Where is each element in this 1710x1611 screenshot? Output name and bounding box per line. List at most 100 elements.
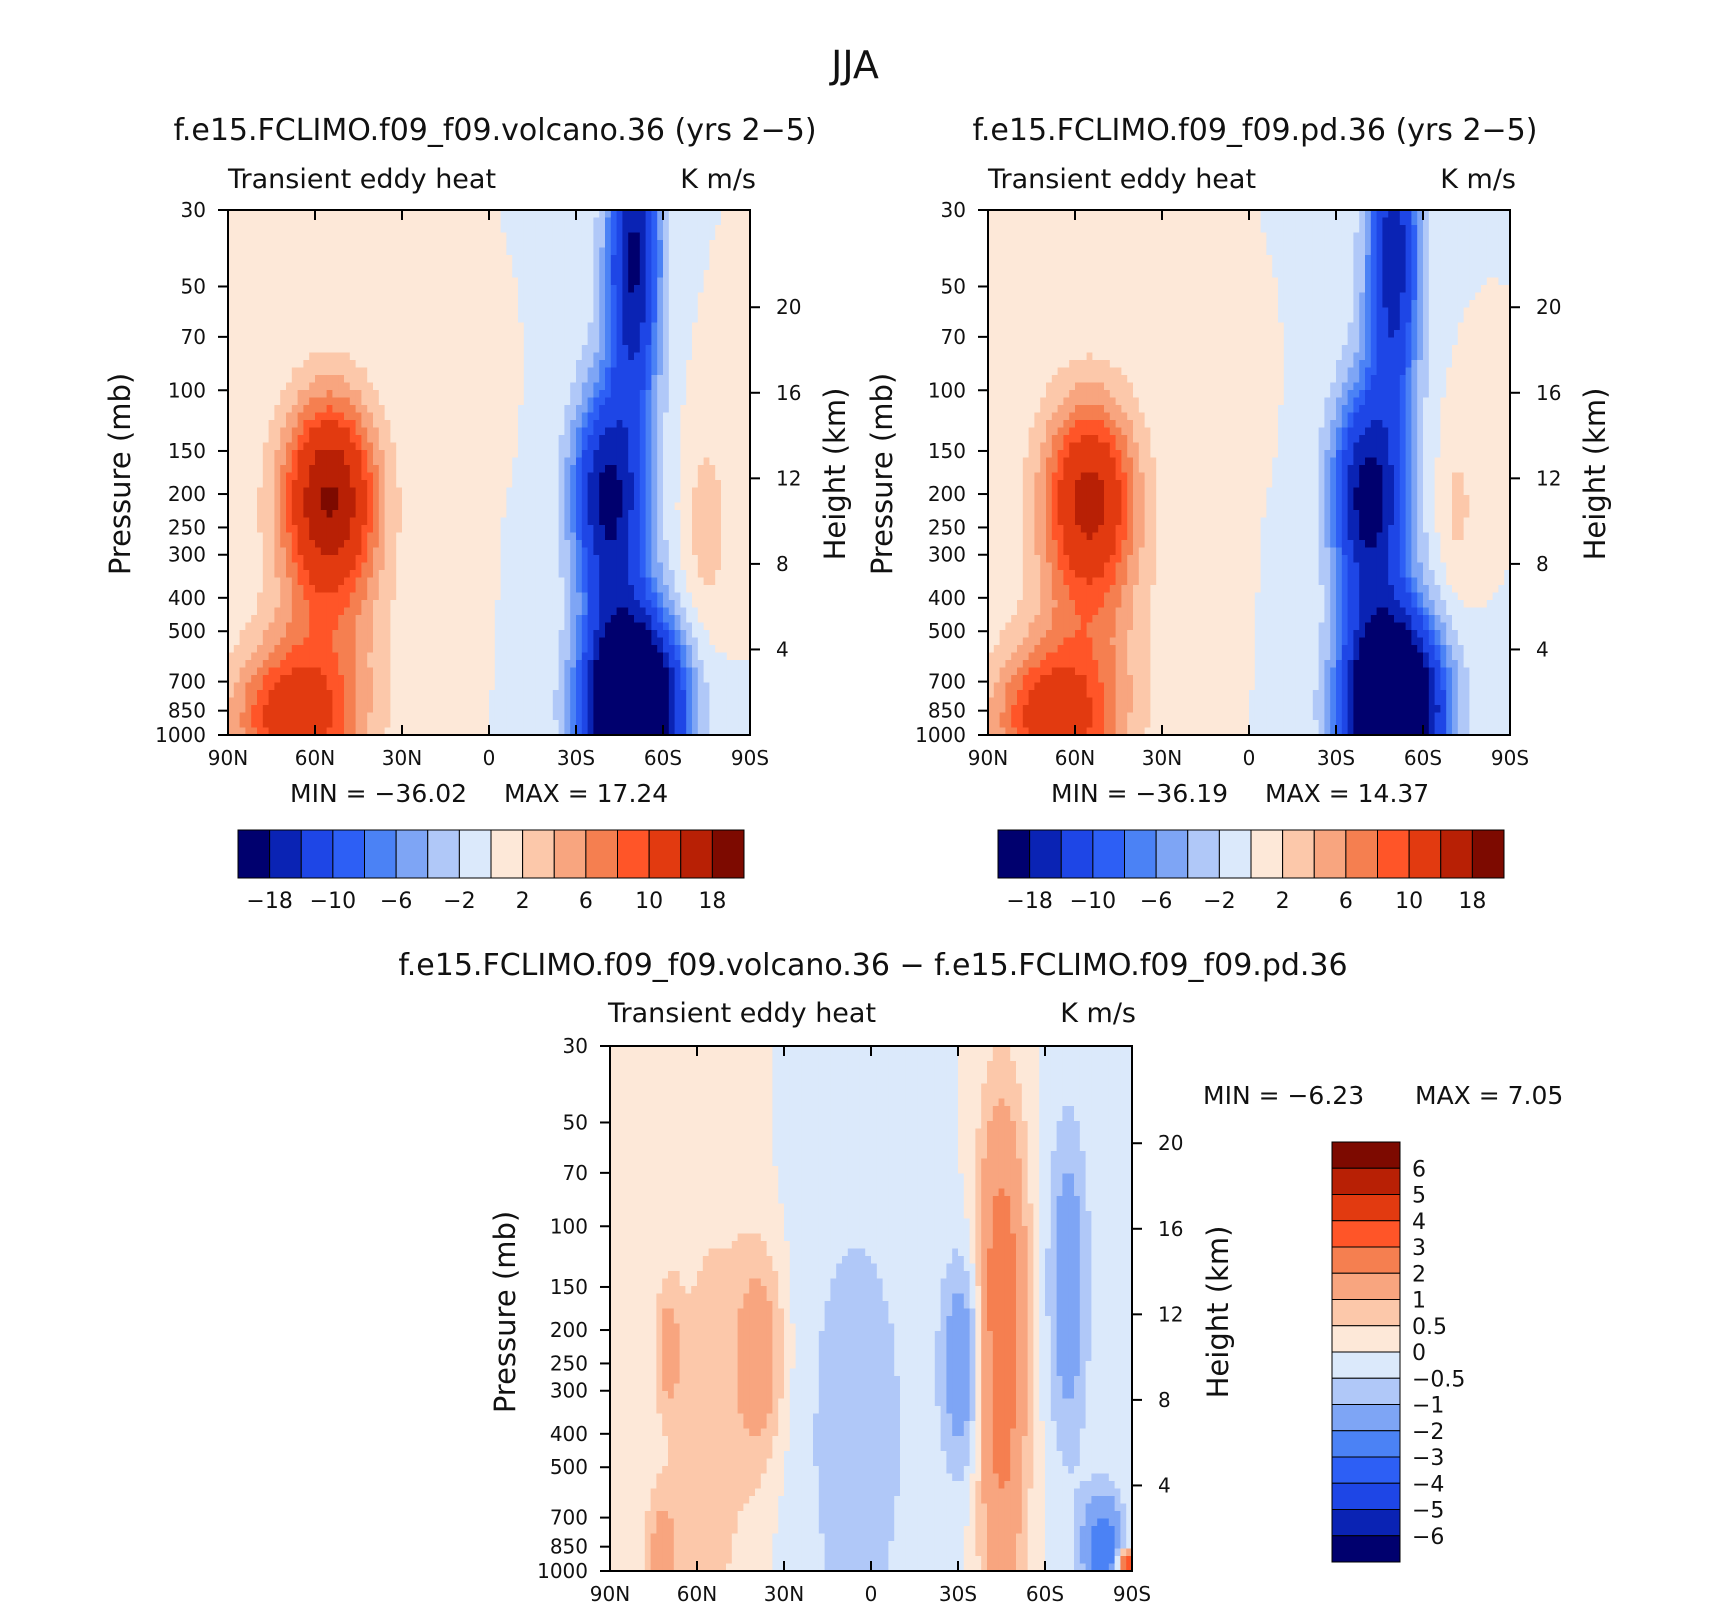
contour-cell (390, 255, 397, 264)
contour-cell (686, 315, 693, 324)
contour-cell (262, 517, 270, 526)
contour-cell (494, 457, 502, 466)
contour-cell (338, 442, 345, 451)
contour-cell (523, 457, 531, 466)
contour-cell (326, 525, 333, 534)
contour-cell (489, 300, 496, 309)
contour-cell (465, 517, 473, 526)
contour-cell (454, 487, 461, 496)
contour-cell (605, 510, 612, 519)
contour-cell (228, 382, 235, 391)
contour-cell (703, 607, 710, 616)
contour-cell (668, 472, 676, 481)
contour-cell (518, 390, 525, 399)
contour-cell (639, 292, 647, 301)
contour-cell (715, 592, 722, 601)
contour-cell (355, 412, 362, 421)
contour-cell (483, 210, 490, 219)
contour-cell (651, 525, 658, 534)
contour-cell (390, 292, 397, 301)
contour-cell (384, 450, 391, 459)
contour-cell (663, 390, 670, 399)
contour-cell (251, 600, 258, 609)
contour-cell (471, 262, 478, 271)
contour-cell (605, 255, 612, 264)
contour-cell (291, 592, 299, 601)
contour-cell (605, 405, 612, 414)
contour-cell (338, 375, 345, 384)
contour-cell (286, 577, 293, 586)
contour-cell (280, 472, 287, 481)
contour-cell (692, 427, 699, 436)
contour-cell (639, 427, 647, 436)
contour-cell (361, 517, 368, 526)
contour-cell (552, 442, 560, 451)
contour-cell (257, 472, 264, 481)
contour-cell (251, 300, 258, 309)
contour-cell (349, 555, 357, 564)
contour-cell (349, 330, 357, 339)
contour-cell (413, 322, 420, 331)
contour-cell (425, 495, 432, 504)
contour-cell (251, 555, 258, 564)
contour-cell (599, 307, 606, 316)
contour-cell (326, 502, 333, 511)
contour-cell (547, 442, 554, 451)
contour-cell (703, 337, 710, 346)
contour-cell (257, 570, 264, 579)
contour-cell (610, 555, 618, 564)
contour-cell (338, 555, 345, 564)
contour-cell (512, 435, 519, 444)
contour-cell (338, 337, 345, 346)
contour-cell (639, 315, 647, 324)
contour-cell (697, 315, 705, 324)
contour-cell (338, 285, 345, 294)
contour-cell (564, 345, 571, 354)
contour-cell (686, 397, 693, 406)
contour-cell (419, 240, 426, 249)
contour-cell (239, 405, 246, 414)
contour-cell (268, 300, 275, 309)
contour-cell (523, 285, 531, 294)
contour-cell (384, 480, 391, 489)
contour-cell (344, 315, 351, 324)
contour-cell (744, 352, 751, 361)
contour-cell (309, 270, 316, 279)
contour-cell (587, 615, 594, 624)
contour-cell (413, 412, 420, 421)
contour-cell (558, 525, 565, 534)
contour-cell (274, 420, 281, 429)
contour-cell (605, 450, 612, 459)
contour-cell (349, 570, 357, 579)
contour-cell (320, 420, 328, 429)
contour-cell (413, 307, 420, 316)
contour-cell (697, 285, 705, 294)
contour-cell (628, 465, 635, 474)
contour-cell (744, 442, 751, 451)
contour-cell (378, 517, 386, 526)
contour-cell (599, 255, 606, 264)
contour-cell (413, 615, 420, 624)
contour-cell (384, 225, 391, 234)
contour-cell (697, 217, 705, 226)
contour-cell (390, 510, 397, 519)
contour-cell (657, 390, 664, 399)
contour-cell (228, 615, 235, 624)
contour-cell (239, 502, 246, 511)
contour-cell (668, 217, 676, 226)
contour-cell (228, 247, 235, 256)
contour-cell (367, 525, 374, 534)
contour-cell (332, 390, 339, 399)
contour-cell (587, 337, 594, 346)
contour-cell (639, 382, 647, 391)
contour-cell (320, 307, 328, 316)
contour-cell (460, 607, 467, 616)
contour-cell (558, 247, 565, 256)
contour-cell (738, 232, 745, 241)
contour-cell (454, 255, 461, 264)
contour-cell (686, 547, 693, 556)
contour-cell (349, 270, 357, 279)
contour-cell (657, 270, 664, 279)
contour-cell (686, 307, 693, 316)
contour-cell (454, 480, 461, 489)
